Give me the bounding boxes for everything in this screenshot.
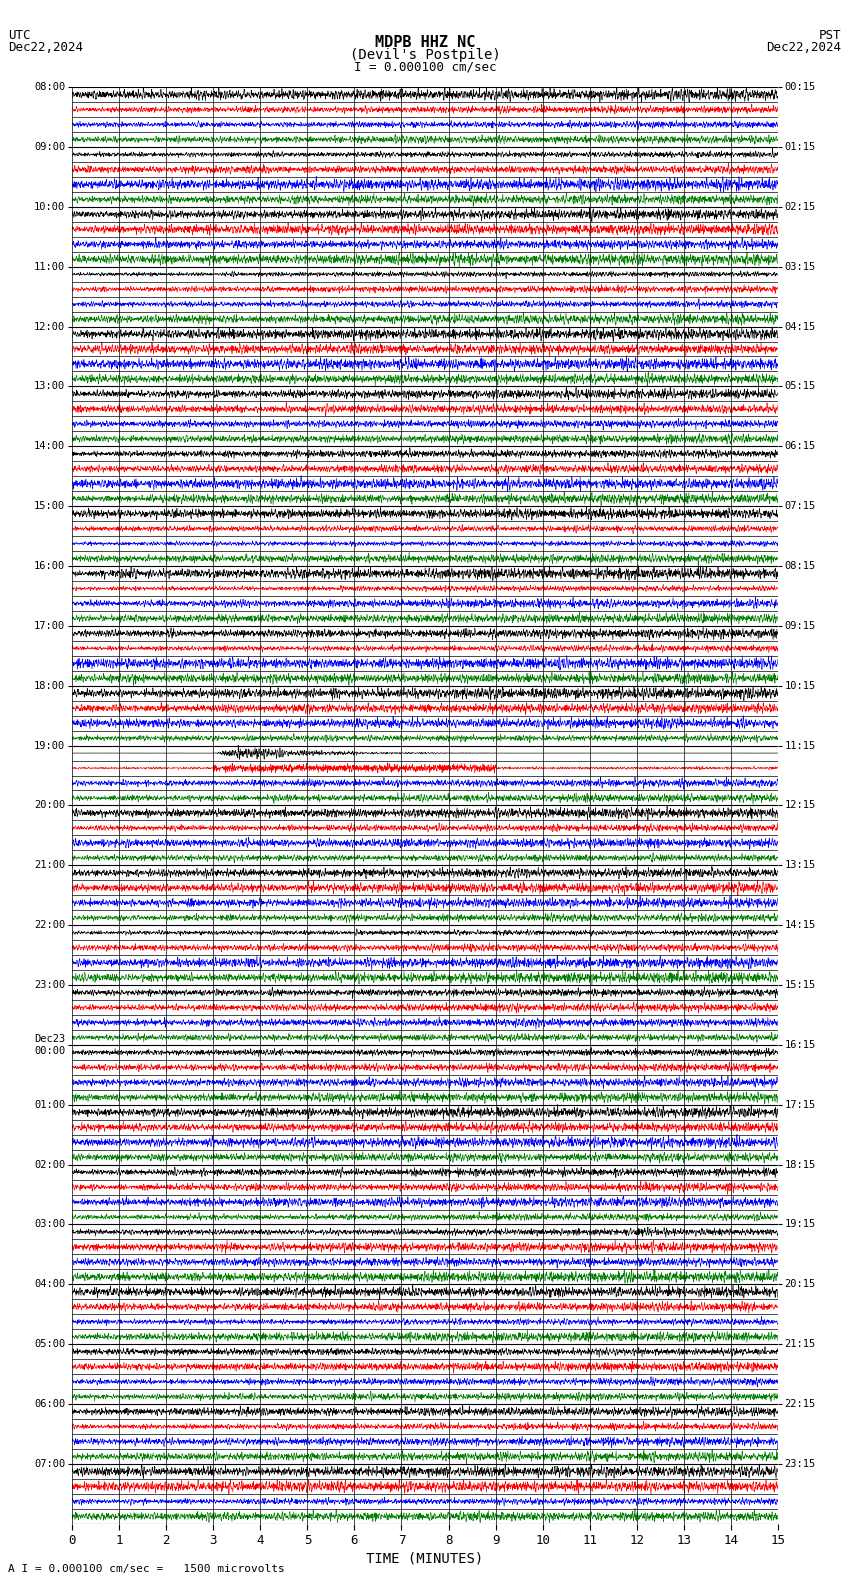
Text: A I = 0.000100 cm/sec =   1500 microvolts: A I = 0.000100 cm/sec = 1500 microvolts xyxy=(8,1565,286,1574)
Text: Dec22,2024: Dec22,2024 xyxy=(8,41,83,54)
X-axis label: TIME (MINUTES): TIME (MINUTES) xyxy=(366,1551,484,1565)
Text: PST: PST xyxy=(819,29,842,41)
Text: (Devil's Postpile): (Devil's Postpile) xyxy=(349,48,501,62)
Text: MDPB HHZ NC: MDPB HHZ NC xyxy=(375,35,475,49)
Text: I = 0.000100 cm/sec: I = 0.000100 cm/sec xyxy=(354,60,496,73)
Text: UTC: UTC xyxy=(8,29,31,41)
Text: Dec22,2024: Dec22,2024 xyxy=(767,41,842,54)
